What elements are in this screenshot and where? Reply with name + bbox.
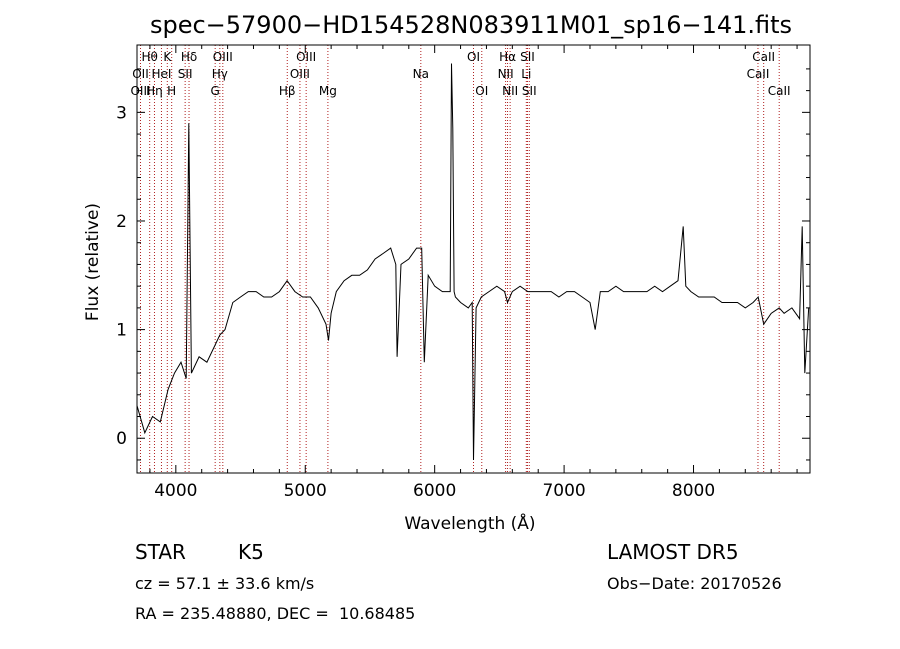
spectral-line-label: NII — [502, 84, 518, 98]
spectral-line-label: NII — [498, 67, 514, 81]
spectral-line-label: Hγ — [212, 67, 228, 81]
y-tick-label: 2 — [116, 212, 127, 232]
spectral-line-label: SII — [520, 50, 535, 64]
spectral-line-label: H — [167, 84, 176, 98]
x-tick-label: 7000 — [542, 481, 585, 501]
spectral-line-label: SII — [178, 67, 193, 81]
class-label: STAR — [135, 540, 186, 564]
spectral-line-label: HeI — [151, 67, 171, 81]
axis-ticks: 4000 5000 6000 7000 8000 0 1 2 3 — [116, 45, 810, 501]
spectral-line-label: Hη — [146, 84, 163, 98]
obs-date: Obs−Date: 20170526 — [607, 574, 782, 593]
x-tick-label: 5000 — [284, 481, 327, 501]
subclass-label: K5 — [238, 540, 264, 564]
spectral-line-label: Na — [413, 67, 429, 81]
spectrum-line — [136, 63, 810, 461]
spectral-line-label: OI — [467, 50, 480, 64]
ra-dec-readout: RA = 235.48880, DEC = 10.68485 — [135, 604, 416, 623]
spectral-line-label: OII — [132, 67, 149, 81]
spectral-line-label: K — [163, 50, 172, 64]
spectral-line-label: Hδ — [181, 50, 197, 64]
spectral-line-label: Li — [521, 67, 531, 81]
spectral-line-label: Hθ — [141, 50, 157, 64]
redshift-readout: cz = 57.1 ± 33.6 km/s — [135, 574, 315, 593]
spectral-line-label: OIII — [296, 50, 316, 64]
x-tick-label: 8000 — [672, 481, 715, 501]
spectral-line-label: Mg — [319, 84, 337, 98]
spectral-line-label: Hβ — [279, 84, 296, 98]
spectral-line-label: OI — [475, 84, 488, 98]
x-tick-label: 6000 — [413, 481, 456, 501]
x-axis-label: Wavelength (Å) — [404, 512, 535, 534]
chart-title: spec−57900−HD154528N083911M01_sp16−141.f… — [150, 11, 792, 39]
y-tick-label: 3 — [116, 103, 127, 123]
y-tick-label: 1 — [116, 321, 127, 341]
spectral-line-markers — [139, 45, 780, 473]
spectral-line-label: G — [211, 84, 220, 98]
survey-label: LAMOST DR5 — [607, 540, 739, 564]
spectral-line-label: OIII — [290, 67, 310, 81]
x-tick-label: 4000 — [154, 481, 197, 501]
plot-frame — [136, 44, 811, 474]
spectral-line-label: SII — [522, 84, 537, 98]
spectral-line-label: Hα — [499, 50, 516, 64]
y-axis-label: Flux (relative) — [83, 203, 103, 321]
spectral-line-label: CaII — [747, 67, 770, 81]
spectral-line-label: OIII — [213, 50, 233, 64]
spectral-line-labels: Hθ K Hδ OIII OIII OI Hα SII CaII OII HeI SII Hγ OIII N… — [130, 50, 790, 98]
spectral-line-label: CaII — [768, 84, 791, 98]
y-tick-label: 0 — [116, 429, 127, 449]
spectral-line-label: CaII — [752, 50, 775, 64]
